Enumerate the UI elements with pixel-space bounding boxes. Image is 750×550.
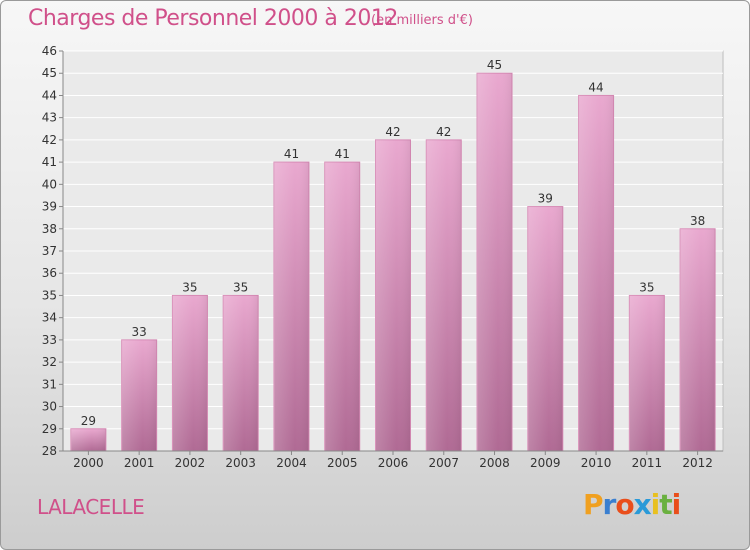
y-tick-label: 31	[42, 377, 57, 391]
y-tick-label: 34	[42, 311, 57, 325]
bar-group: 35 2011	[628, 280, 665, 470]
value-label-2010: 44	[588, 80, 603, 94]
chart-title: Charges de Personnel 2000 à 2012	[28, 6, 398, 31]
bar-group: 44 2010	[578, 80, 615, 470]
bar-group: 33 2001	[121, 325, 158, 470]
bar-shade-2007	[426, 139, 462, 451]
logo-letter: x	[633, 488, 652, 521]
proxiti-logo: Proxiti	[583, 488, 682, 521]
x-tick-label-2011: 2011	[632, 456, 663, 470]
bar-shade-2005	[324, 162, 360, 451]
x-tick-label-2004: 2004	[276, 456, 307, 470]
bar-group: 35 2003	[222, 280, 259, 470]
logo-letter: i	[671, 488, 682, 521]
commune-name: LALACELLE	[37, 495, 145, 519]
y-tick-label: 36	[42, 266, 57, 280]
x-tick-label-2012: 2012	[682, 456, 713, 470]
value-label-2012: 38	[690, 214, 705, 228]
x-tick-label-2008: 2008	[479, 456, 510, 470]
y-tick-label: 44	[42, 88, 57, 102]
bar-shade-2003	[223, 295, 259, 451]
bar-group: 42 2006	[375, 125, 411, 470]
bar-group: 38 2012	[679, 214, 716, 470]
logo-letter: P	[583, 488, 604, 521]
chart-subtitle: (en milliers d'€)	[371, 13, 473, 28]
value-label-2008: 45	[487, 58, 502, 72]
bar-shade-2004	[273, 162, 309, 451]
logo-letter: r	[602, 488, 617, 521]
x-tick-label-2009: 2009	[530, 456, 561, 470]
y-tick-label: 32	[42, 355, 57, 369]
value-label-2006: 42	[385, 125, 400, 139]
bar-group: 29 2000	[70, 414, 107, 470]
x-tick-label-2005: 2005	[327, 456, 358, 470]
value-label-2000: 29	[81, 414, 96, 428]
bar-shade-2012	[680, 228, 716, 451]
bar-group: 35 2002	[171, 280, 208, 470]
y-tick-label: 41	[42, 155, 57, 169]
bar-shade-2010	[578, 95, 614, 451]
x-tick-label-2003: 2003	[225, 456, 256, 470]
value-label-2001: 33	[132, 325, 147, 339]
bar-shade-2000	[70, 428, 106, 451]
logo-letter: o	[615, 488, 634, 521]
value-label-2007: 42	[436, 125, 451, 139]
y-tick-label: 45	[42, 66, 57, 80]
y-tick-label: 35	[42, 288, 57, 302]
value-label-2011: 35	[639, 280, 654, 294]
y-tick-label: 37	[42, 244, 57, 258]
bar-group: 41 2005	[324, 147, 361, 470]
bar-shade-2008	[477, 73, 513, 451]
bar-shade-2011	[629, 295, 665, 451]
value-label-2003: 35	[233, 280, 248, 294]
logo-letter: t	[659, 488, 672, 521]
y-tick-label: 42	[42, 133, 57, 147]
x-tick-label-2010: 2010	[581, 456, 612, 470]
y-tick-label: 43	[42, 111, 57, 125]
value-label-2002: 35	[182, 280, 197, 294]
bar-group: 45 2008	[476, 58, 513, 470]
bar-group: 41 2004	[273, 147, 310, 470]
y-tick-label: 39	[42, 200, 57, 214]
y-tick-label: 28	[42, 444, 57, 458]
bar-group: 42 2007	[425, 125, 462, 470]
x-tick-label-2006: 2006	[378, 456, 409, 470]
y-tick-label: 38	[42, 222, 57, 236]
bar-shade-2001	[121, 339, 157, 451]
y-tick-label: 33	[42, 333, 57, 347]
value-label-2009: 39	[538, 192, 553, 206]
y-tick-label: 30	[42, 400, 57, 414]
x-tick-label-2002: 2002	[175, 456, 206, 470]
value-label-2004: 41	[284, 147, 299, 161]
y-tick-label: 40	[42, 177, 57, 191]
bar-shade-2009	[527, 206, 563, 451]
logo-letter: i	[650, 488, 661, 521]
x-tick-label-2001: 2001	[124, 456, 155, 470]
x-tick-label-2000: 2000	[73, 456, 104, 470]
y-tick-label: 29	[42, 422, 57, 436]
bars: 29 2000 33 2001 35 2002 35 2003 41 2004 41 2005 42 20…	[70, 58, 716, 470]
axes: 28 29 30 31 32 33 34 35 36 37 38 39 40 41 42 43 44 45 46	[42, 44, 723, 458]
bar-group: 39 2009	[527, 192, 564, 470]
x-tick-label-2007: 2007	[428, 456, 459, 470]
value-label-2005: 41	[335, 147, 350, 161]
bar-shade-2006	[375, 139, 411, 451]
y-tick-label: 46	[42, 44, 57, 58]
bar-shade-2002	[172, 295, 208, 451]
